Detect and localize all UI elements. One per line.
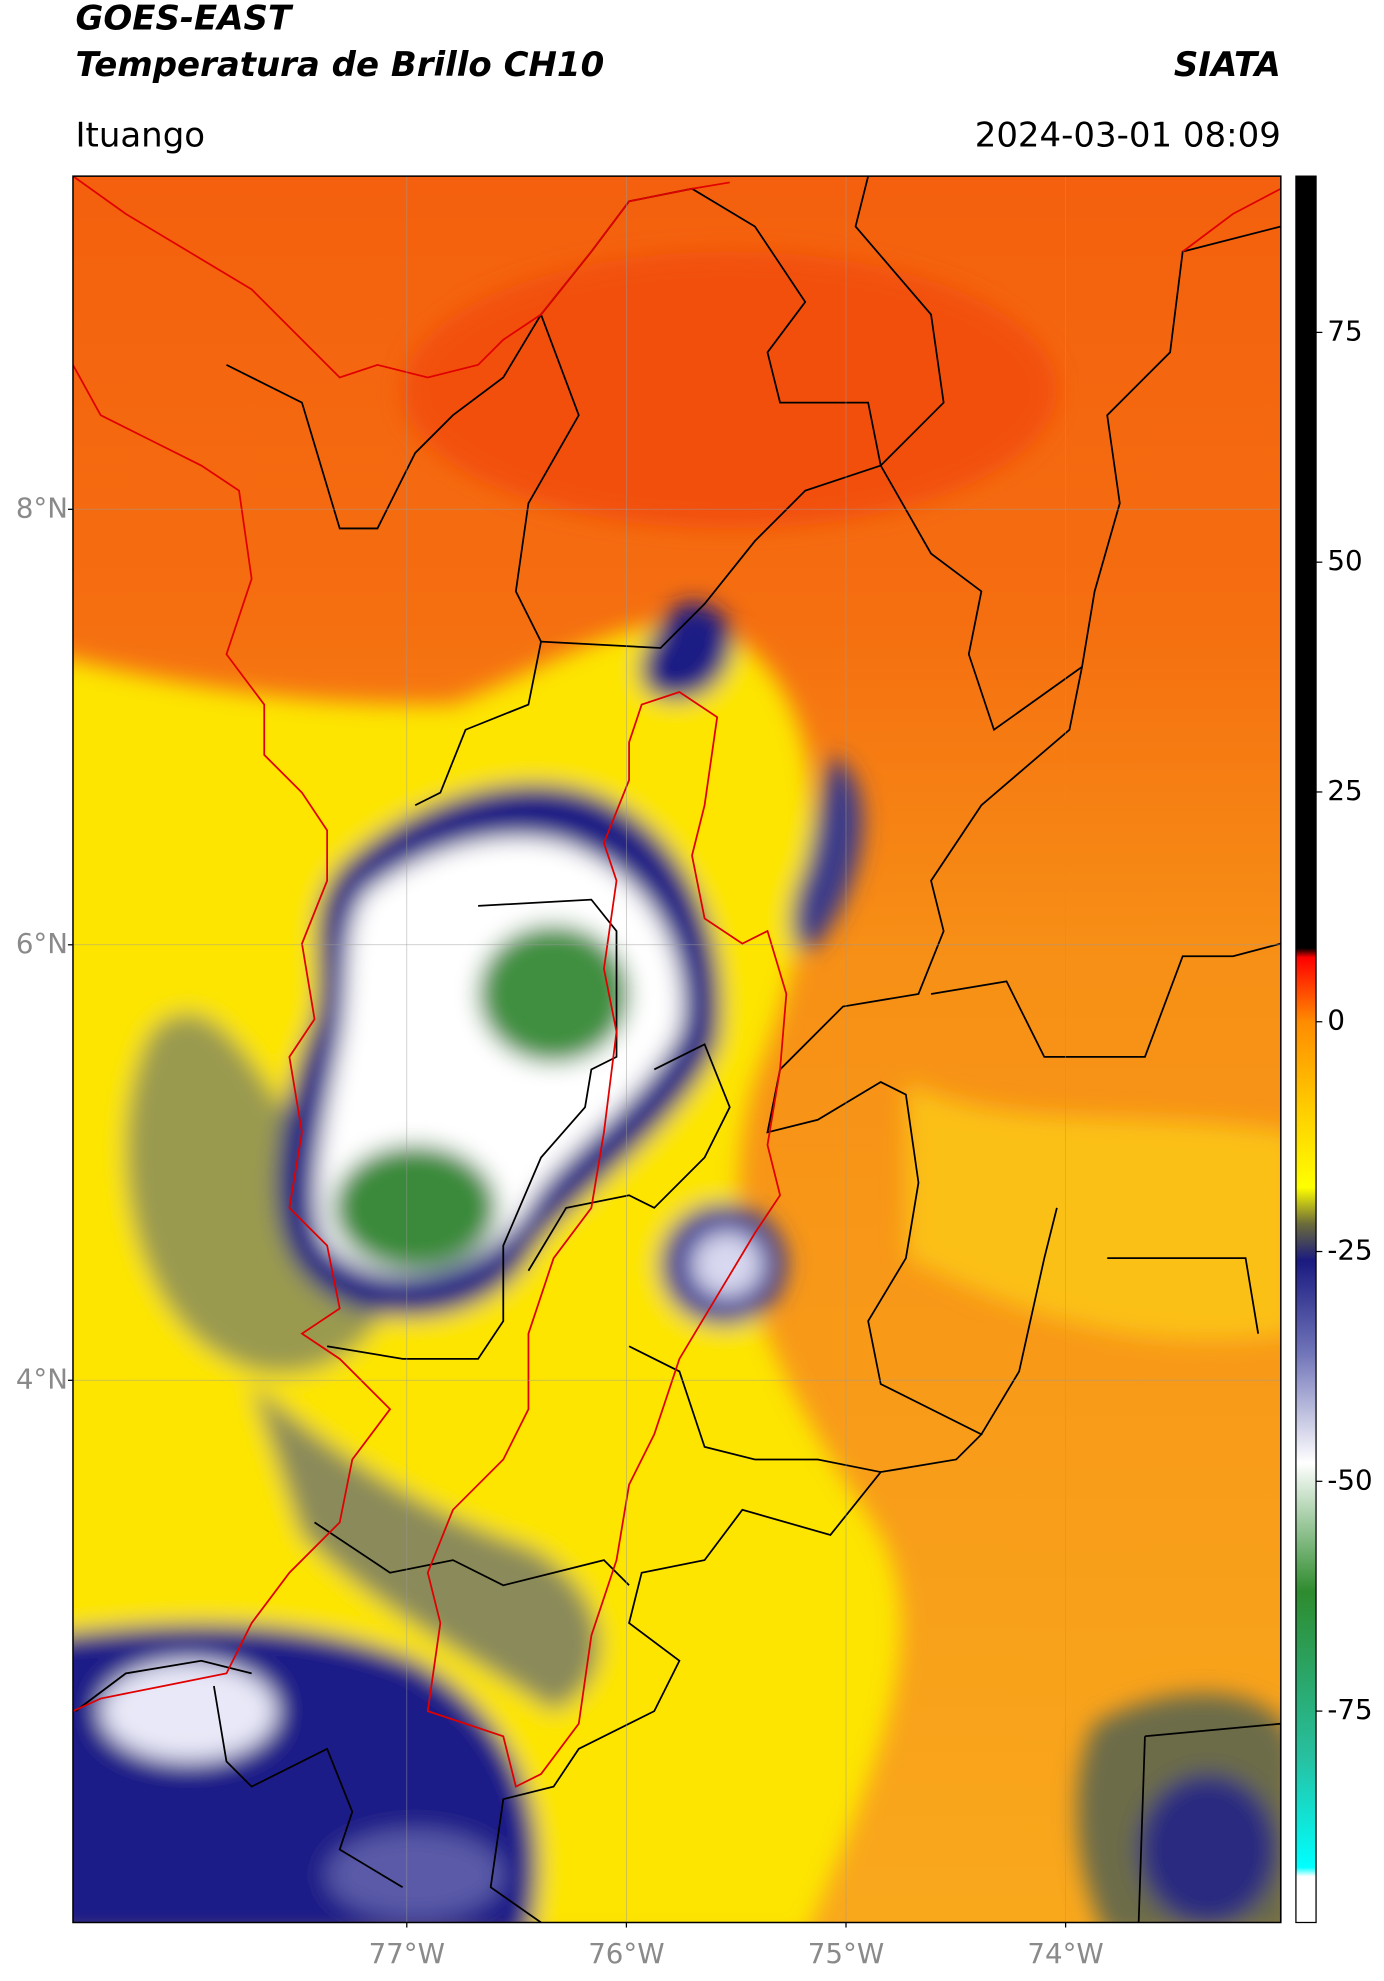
- cloud-cell: [791, 754, 863, 951]
- warm-area: [402, 251, 1057, 529]
- cool-area: [905, 1082, 1281, 1341]
- lat-tick-label: 6°N: [16, 927, 68, 960]
- satellite-name: GOES-EAST: [75, 0, 293, 39]
- cloud-cell: [640, 602, 733, 700]
- region-name: Ituango: [75, 116, 205, 156]
- map-imagery: [72, 176, 1281, 1923]
- coast-line: [72, 364, 392, 1712]
- colorbar-tick-label: -75: [1327, 1693, 1372, 1726]
- lat-tick-label: 4°N: [16, 1362, 68, 1395]
- map-frame: [72, 175, 1282, 1924]
- coast-line: [1182, 187, 1281, 253]
- coast-line: [72, 176, 730, 379]
- graticule: [72, 176, 1281, 1923]
- admin-border: [980, 1207, 1281, 1923]
- datetime: 2024-03-01 08:09: [975, 116, 1281, 156]
- admin-border: [74, 1521, 630, 1889]
- cloud-cell: [1138, 1774, 1278, 1923]
- admin-border: [414, 314, 580, 807]
- coastline: [72, 176, 1281, 1788]
- borders: [74, 176, 1281, 1923]
- cloud-cell: [327, 1830, 504, 1919]
- colorbar: 75 50 25 0 -25 -50 -75: [1295, 175, 1373, 1924]
- lon-tick-label: 74°W: [1027, 1937, 1103, 1970]
- colorbar-tick-label: 75: [1327, 314, 1362, 347]
- cloud-top: [100, 1660, 277, 1762]
- admin-border: [527, 1043, 881, 1473]
- lon-tick-label: 77°W: [369, 1937, 445, 1970]
- colorbar-tick-label: 25: [1327, 774, 1362, 807]
- admin-border: [226, 187, 882, 649]
- admin-border: [930, 942, 1281, 1058]
- coldest-top: [333, 1144, 497, 1271]
- colorbar-tick-label: -25: [1327, 1234, 1372, 1267]
- admin-border: [489, 666, 1083, 1923]
- colorbar-tick-label: -50: [1327, 1463, 1372, 1496]
- colorbar-tick-label: 0: [1327, 1004, 1345, 1037]
- department-boundary: [426, 691, 788, 1788]
- cloud-field: [72, 251, 1281, 1923]
- cloud-edge: [251, 1383, 600, 1712]
- colorbar-scale: [1295, 175, 1317, 1924]
- lat-tick-label: 8°N: [16, 491, 68, 524]
- coldest-top: [478, 924, 630, 1064]
- colorbar-tick-label: 50: [1327, 544, 1362, 577]
- admin-border: [326, 898, 618, 1360]
- lon-tick-label: 76°W: [588, 1937, 664, 1970]
- admin-border: [854, 176, 1281, 732]
- lon-tick-label: 75°W: [808, 1937, 884, 1970]
- product-title: Temperatura de Brillo CH10: [75, 45, 604, 85]
- agency: SIATA: [1174, 45, 1281, 85]
- cloud-cell: [692, 1231, 763, 1298]
